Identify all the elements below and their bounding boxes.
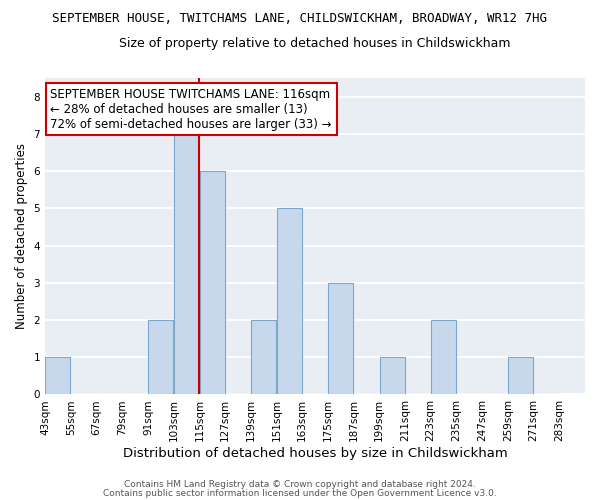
Bar bbox=[148, 320, 173, 394]
Title: Size of property relative to detached houses in Childswickham: Size of property relative to detached ho… bbox=[119, 38, 511, 51]
Bar bbox=[251, 320, 276, 394]
Text: Contains public sector information licensed under the Open Government Licence v3: Contains public sector information licen… bbox=[103, 488, 497, 498]
Bar bbox=[46, 357, 70, 395]
Text: Contains HM Land Registry data © Crown copyright and database right 2024.: Contains HM Land Registry data © Crown c… bbox=[124, 480, 476, 489]
Text: SEPTEMBER HOUSE, TWITCHAMS LANE, CHILDSWICKHAM, BROADWAY, WR12 7HG: SEPTEMBER HOUSE, TWITCHAMS LANE, CHILDSW… bbox=[53, 12, 548, 26]
Bar bbox=[431, 320, 456, 394]
Bar bbox=[380, 357, 404, 395]
Bar bbox=[328, 283, 353, 395]
Text: SEPTEMBER HOUSE TWITCHAMS LANE: 116sqm
← 28% of detached houses are smaller (13): SEPTEMBER HOUSE TWITCHAMS LANE: 116sqm ←… bbox=[50, 88, 332, 130]
Y-axis label: Number of detached properties: Number of detached properties bbox=[15, 144, 28, 330]
Bar bbox=[200, 171, 224, 394]
X-axis label: Distribution of detached houses by size in Childswickham: Distribution of detached houses by size … bbox=[122, 447, 508, 460]
Bar bbox=[277, 208, 302, 394]
Bar bbox=[508, 357, 533, 395]
Bar bbox=[174, 134, 199, 394]
